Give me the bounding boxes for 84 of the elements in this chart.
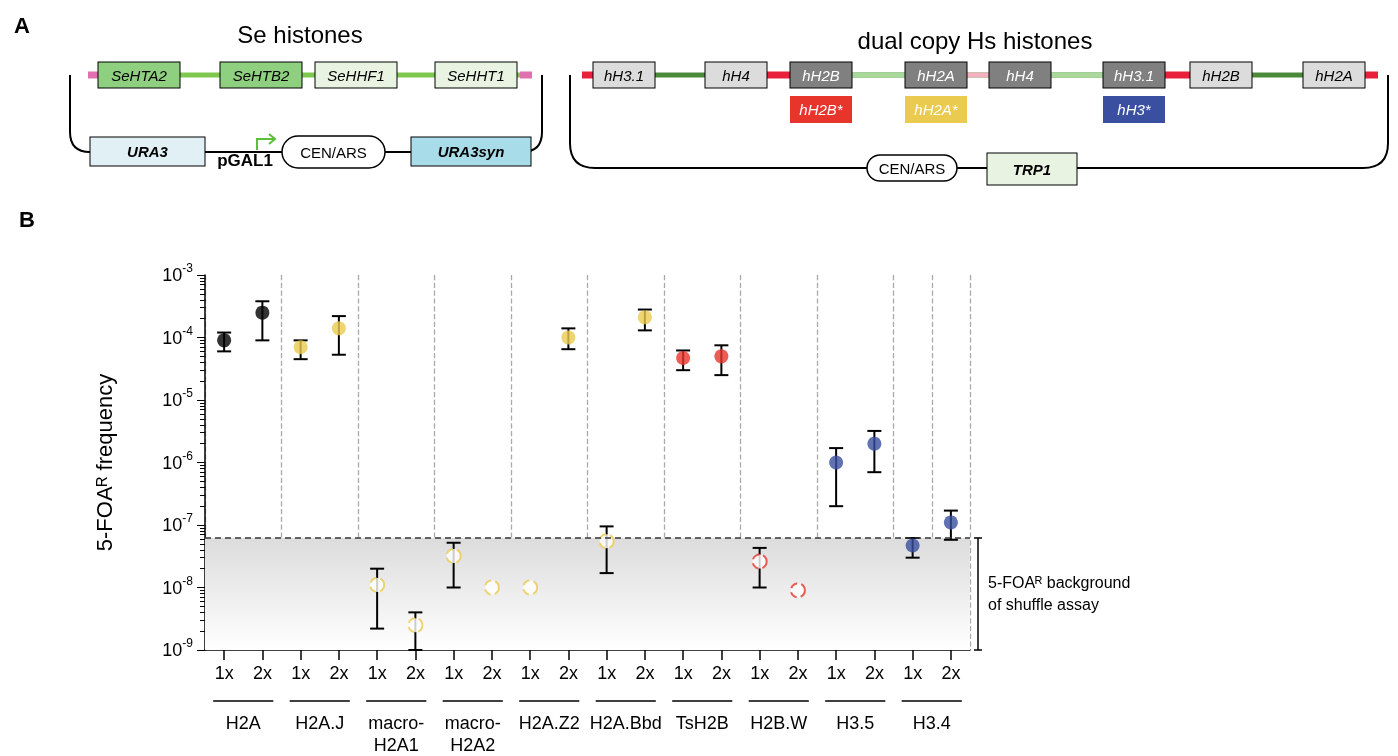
text: URA3: [127, 143, 169, 160]
point: [483, 579, 500, 596]
text: hH3*: [1117, 101, 1152, 118]
text: CEN/ARS: [878, 159, 946, 177]
point: [789, 582, 806, 599]
point: [867, 436, 882, 451]
x-tick-label: 1x: [673, 663, 693, 683]
x-tick-label: 1x: [367, 663, 387, 683]
point: [293, 340, 308, 355]
text: H2A.Bbd: [589, 713, 662, 733]
text: URA3syn: [437, 143, 505, 160]
point: [445, 547, 462, 564]
text: SeHTA2: [111, 66, 168, 84]
text: H2A.Z2: [518, 713, 580, 733]
text: hH2A: [917, 66, 955, 84]
text: dual copy Hs histones: [857, 26, 1093, 54]
text: TRP1: [1012, 160, 1052, 178]
y-tick-label: 10$^{-5}$: [162, 386, 194, 410]
y-tick-label: 10$^{-3}$: [162, 261, 194, 285]
point: [217, 333, 232, 348]
point: [637, 310, 652, 325]
x-tick-label: 2x: [788, 663, 808, 683]
x-tick-label: 2x: [941, 663, 961, 683]
text: macro- H2A1: [368, 713, 425, 755]
text: B: [19, 206, 35, 232]
x-tick-label: 2x: [711, 663, 731, 683]
text: H2A: [225, 713, 261, 733]
point: [407, 617, 424, 634]
y-axis-title: 5-FOAᴿ frequency: [91, 373, 117, 552]
x-tick-label: 2x: [558, 663, 578, 683]
x-tick-label: 2x: [482, 663, 502, 683]
point: [943, 515, 958, 530]
text: Se histones: [237, 20, 363, 48]
x-tick-label: 2x: [252, 663, 272, 683]
text: H3.5: [836, 713, 875, 733]
y-tick-label: 10$^{-7}$: [162, 511, 194, 535]
x-tick-label: 1x: [214, 663, 234, 683]
x-tick-label: 2x: [329, 663, 349, 683]
text: hH2A*: [914, 101, 959, 118]
x-tick-label: 1x: [597, 663, 617, 683]
x-tick-label: 2x: [635, 663, 655, 683]
point: [561, 330, 576, 345]
text: SeHTB2: [232, 66, 290, 84]
text: SeHHT1: [447, 66, 505, 84]
point: [751, 553, 768, 570]
y-tick-label: 10$^{-8}$: [162, 573, 194, 598]
point: [331, 321, 346, 336]
band-label: 5-FOAᴿ background of shuffle assay: [988, 574, 1131, 614]
x-tick-label: 1x: [520, 663, 540, 683]
text: hH4: [722, 66, 750, 84]
point: [598, 533, 615, 550]
point: [369, 576, 386, 593]
x-tick-label: 2x: [864, 663, 884, 683]
text: hH2B: [1202, 66, 1240, 84]
text: hH4: [1006, 66, 1034, 84]
text: TsH2B: [675, 713, 729, 733]
y-tick-label: 10$^{-4}$: [162, 323, 194, 348]
text: A: [14, 12, 30, 38]
text: hH2B: [802, 66, 840, 84]
point: [522, 579, 539, 596]
x-tick-label: 1x: [826, 663, 846, 683]
text: SeHHF1: [327, 66, 385, 84]
x-tick-label: 2x: [405, 663, 425, 683]
point: [829, 455, 844, 470]
y-tick-label: 10$^{-6}$: [162, 448, 194, 473]
point: [714, 349, 729, 364]
point: [676, 351, 691, 365]
x-tick-label: 1x: [291, 663, 311, 683]
text: hH3.1: [1113, 66, 1155, 84]
text: pGAL1: [217, 150, 273, 170]
text: hH2A: [1315, 66, 1353, 84]
x-tick-label: 1x: [444, 663, 464, 683]
point: [905, 538, 920, 553]
text: hH2B*: [799, 101, 844, 118]
text: CEN/ARS: [300, 143, 367, 161]
text: H3.4: [912, 713, 951, 733]
text: H2A.J: [295, 713, 345, 733]
point: [255, 305, 270, 320]
text: hH3.1: [603, 66, 645, 84]
text: macro- H2A2: [444, 713, 501, 755]
x-tick-label: 1x: [903, 663, 923, 683]
y-tick-label: 10$^{-9}$: [162, 636, 194, 660]
text: H2B.W: [750, 713, 808, 733]
x-tick-label: 1x: [750, 663, 770, 683]
